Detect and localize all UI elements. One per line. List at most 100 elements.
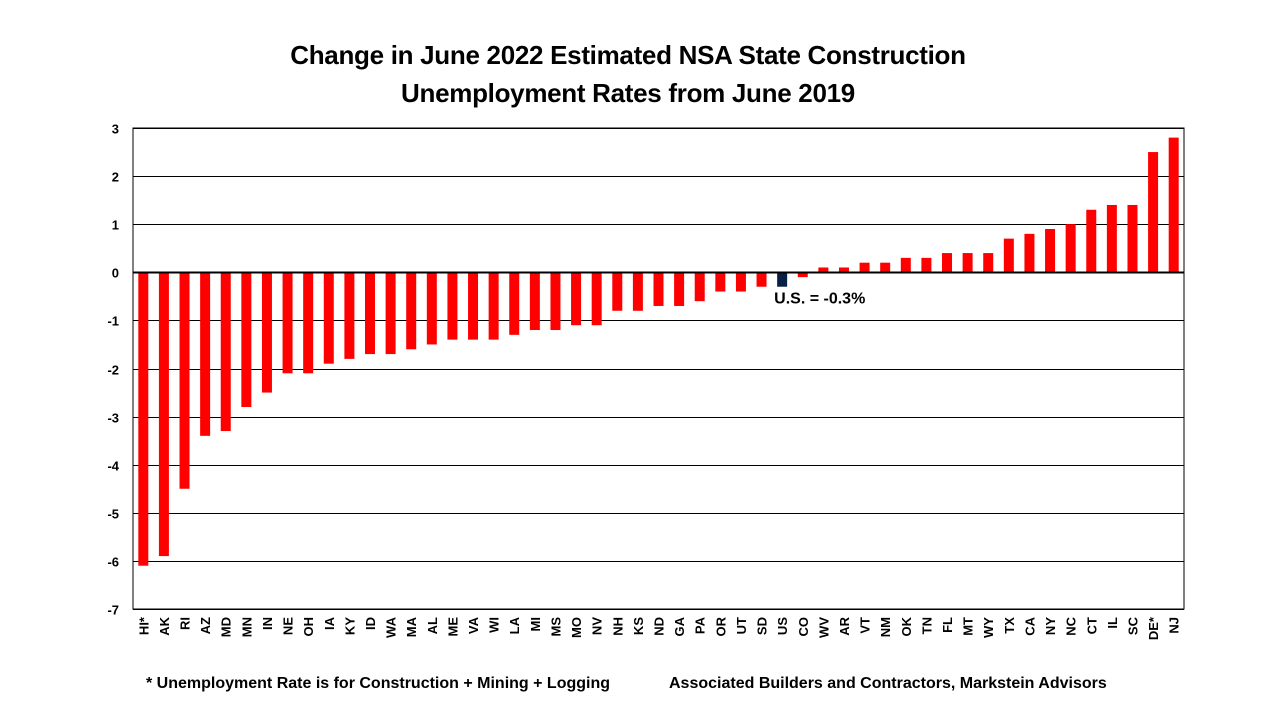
y-tick-label: -6 [107,555,119,570]
bar-HI [138,272,149,566]
bar-NC [1065,224,1076,273]
x-tick-label: HI* [136,616,151,635]
x-tick-label: NH [610,617,625,636]
bar-MA [406,272,417,350]
bar-WA [385,272,396,355]
x-tick-label: MT [961,617,976,636]
x-tick-label: MA [404,616,419,637]
bar-NM [880,262,891,273]
x-tick-label: TX [1002,617,1017,634]
x-tick-label: TN [919,617,934,634]
bar-AZ [200,272,211,436]
bar-MI [529,272,540,331]
bar-ME [447,272,458,340]
bar-MS [550,272,561,331]
bar-VA [468,272,479,340]
x-tick-label: NV [590,617,605,635]
bar-ND [653,272,664,306]
x-tick-label: MI [528,617,543,631]
bar-NJ [1168,137,1179,273]
x-tick-label: GA [672,616,687,636]
x-tick-label: NY [1043,617,1058,635]
x-tick-label: WI [487,617,502,633]
bar-DE [1148,152,1159,273]
bar-UT [735,272,746,292]
y-tick-label: 3 [112,122,119,137]
x-tick-label: SC [1125,616,1140,635]
bar-CO [797,272,808,278]
bar-IL [1106,204,1117,273]
x-tick-label: SD [755,617,770,635]
bar-CA [1024,233,1035,273]
bar-PA [694,272,705,302]
bar-LA [509,272,520,335]
bar-IN [261,272,272,393]
x-tick-label: MD [219,617,234,637]
bar-AR [838,267,849,273]
y-tick-label: -3 [107,411,119,426]
x-tick-label: KY [342,617,357,635]
bar-OR [715,272,726,292]
bar-MD [220,272,231,432]
bar-MO [571,272,582,326]
bar-KS [632,272,643,311]
x-tick-label: CO [796,617,811,637]
x-tick-label: MN [239,617,254,637]
x-tick-label: DE* [1146,616,1161,640]
y-tick-label: -4 [107,459,119,474]
x-tick-labels: HI* AK RI AZ MD MN IN NE OH IA KY ID WA MA AL ME VA WI LA M… [136,616,1181,640]
x-tick-label: AZ [198,617,213,634]
x-tick-label: CT [1084,617,1099,634]
x-tick-label: NC [1064,616,1079,635]
y-tick-label: -7 [107,603,119,618]
footnote-left: * Unemployment Rate is for Construction … [146,675,611,692]
bar-SD [756,272,767,287]
x-tick-label: NM [878,617,893,637]
bar-OH [303,272,314,374]
bar-WV [818,267,829,273]
x-tick-label: NJ [1167,617,1182,634]
bar-IA [323,272,334,364]
y-tick-label: -2 [107,363,119,378]
x-tick-label: WV [816,617,831,638]
bar-SC [1127,204,1138,273]
bar-GA [674,272,685,306]
bar-TN [921,257,932,273]
bar-WY [983,253,994,273]
x-tick-label: AR [837,616,852,635]
y-tick-label: -1 [107,314,119,329]
bar-FL [942,253,953,273]
x-tick-label: IA [322,616,337,630]
us-annotation: U.S. = -0.3% [774,291,865,308]
x-tick-label: MS [548,617,563,637]
x-tick-label: IL [1105,617,1120,629]
x-tick-label: AL [425,617,440,634]
x-tick-label: VA [466,616,481,634]
grid-layer [132,127,1185,610]
x-tick-label: IN [260,617,275,630]
bar-RI [179,272,190,489]
x-tick-label: ID [363,617,378,630]
x-tick-label: FL [940,617,955,633]
bar-layer [138,137,1179,566]
x-tick-label: NE [281,617,296,635]
y-tick-labels: 3 2 1 0 -1 -2 -3 -4 -5 -6 -7 [107,122,119,618]
chart-title-line-1: Change in June 2022 Estimated NSA State … [290,40,966,70]
x-tick-label: OK [899,616,914,636]
x-tick-label: MO [569,617,584,638]
y-tick-label: 1 [112,218,119,233]
x-tick-label: ND [652,617,667,636]
x-tick-label: WA [384,616,399,638]
x-tick-label: RI [178,617,193,630]
bar-KY [344,272,355,359]
chart-title-line-2: Unemployment Rates from June 2019 [401,78,855,108]
bar-OK [900,257,911,273]
x-tick-label: WY [981,617,996,638]
bar-MT [962,253,973,273]
x-tick-label: KS [631,617,646,635]
x-tick-label: OH [301,617,316,637]
x-tick-label: AK [157,616,172,635]
bar-NH [612,272,623,311]
bar-AL [426,272,437,345]
